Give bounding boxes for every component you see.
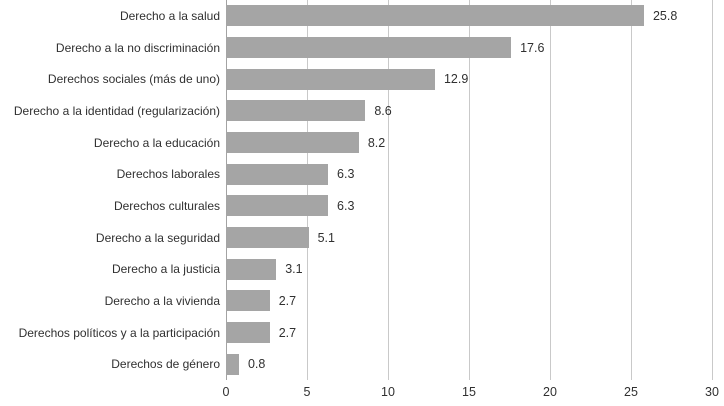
bar-row: Derecho a la salud 25.8 <box>0 0 724 32</box>
value-label: 6.3 <box>337 167 355 182</box>
value-label: 17.6 <box>520 40 545 55</box>
bar <box>226 5 644 27</box>
gridline <box>388 0 389 380</box>
bar <box>226 227 309 249</box>
category-label: Derechos culturales <box>113 198 220 213</box>
value-label: 0.8 <box>247 357 266 372</box>
value-label: 8.2 <box>367 135 386 150</box>
bar-row: Derecho a la vivienda 2.7 <box>0 285 724 317</box>
bar <box>226 258 277 280</box>
bar <box>226 100 366 122</box>
bar-row: Derechos de género 0.8 <box>0 348 724 380</box>
category-label: Derecho a la justicia <box>111 262 220 277</box>
bar <box>226 322 270 344</box>
bar-row: Derecho a la identidad (regularización) 8… <box>0 95 724 127</box>
gridline <box>631 0 632 380</box>
category-label: Derecho a la vivienda <box>104 293 220 308</box>
category-label: Derecho a la salud <box>119 8 220 23</box>
gridline <box>469 0 470 380</box>
bar-row: Derechos laborales 6.3 <box>0 158 724 190</box>
bar <box>226 290 270 312</box>
x-axis: 0 5 10 15 20 25 30 <box>222 385 719 403</box>
bar <box>226 163 329 185</box>
bar <box>226 132 359 154</box>
bar <box>226 353 239 375</box>
category-label: Derechos políticos y a la participación <box>18 325 220 340</box>
category-label: Derechos laborales <box>116 167 220 182</box>
bar-row: Derechos culturales 6.3 <box>0 190 724 222</box>
category-label: Derecho a la seguridad <box>95 230 220 245</box>
category-label: Derechos sociales (más de uno) <box>47 72 220 87</box>
bar <box>226 37 512 58</box>
gridline <box>307 0 308 380</box>
x-tick-label: 20 <box>543 385 557 399</box>
bar-row: Derecho a la justicia 3.1 <box>0 253 724 285</box>
gridlines <box>226 0 713 380</box>
gridline <box>550 0 551 380</box>
value-label: 6.3 <box>337 198 355 213</box>
bar-row: Derecho a la no discriminación 17.6 <box>0 32 724 64</box>
value-label: 12.9 <box>443 72 469 87</box>
value-label: 3.1 <box>285 262 303 277</box>
gridline <box>712 0 713 380</box>
category-label: Derecho a la identidad (regularización) <box>13 103 220 118</box>
bar-row: Derechos sociales (más de uno) 12.9 <box>0 63 724 95</box>
category-label: Derecho a la no discriminación <box>55 40 220 55</box>
value-label: 8.6 <box>374 103 392 118</box>
bar <box>226 68 435 90</box>
bar <box>226 195 329 217</box>
value-label: 5.1 <box>317 230 335 245</box>
axis-zero-line <box>226 0 227 380</box>
x-tick-label: 30 <box>705 385 719 399</box>
bar-row: Derechos políticos y a la participación 2… <box>0 317 724 349</box>
x-tick-label: 10 <box>381 385 395 399</box>
value-label: 2.7 <box>278 325 297 340</box>
bar-row: Derecho a la educación 8.2 <box>0 127 724 159</box>
category-label: Derecho a la educación <box>93 135 220 150</box>
x-tick-label: 25 <box>624 385 638 399</box>
bar-row: Derecho a la seguridad 5.1 <box>0 222 724 254</box>
value-label: 2.7 <box>278 293 297 308</box>
value-label: 25.8 <box>652 8 678 23</box>
bar-rows: Derecho a la salud 25.8 Derecho a la no di… <box>0 0 724 380</box>
x-tick-label: 0 <box>222 385 230 399</box>
category-label: Derechos de género <box>111 357 220 372</box>
x-tick-label: 5 <box>303 385 311 399</box>
x-tick-label: 15 <box>462 385 476 399</box>
